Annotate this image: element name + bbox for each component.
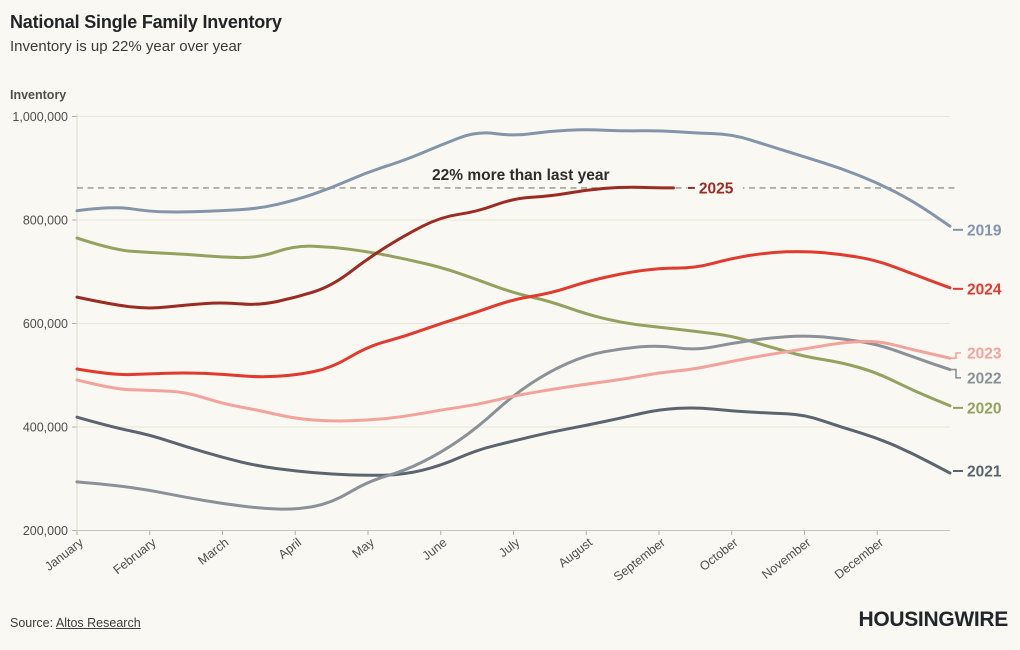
y-tick-label: 200,000 xyxy=(23,524,68,538)
y-tick-label: 1,000,000 xyxy=(12,110,68,124)
x-tick-label-june: June xyxy=(420,535,450,563)
x-tick-label-october: October xyxy=(697,535,741,573)
label-elbow-2022 xyxy=(951,368,961,379)
series-line-2022 xyxy=(75,334,952,511)
x-tick-label-december: December xyxy=(832,535,886,582)
series-line-2023 xyxy=(75,339,952,423)
page-subtitle: Inventory is up 22% year over year xyxy=(10,38,242,55)
series-line-2025 xyxy=(75,185,675,310)
series-label-2024: 2024 xyxy=(967,281,1002,298)
series-line-2021 xyxy=(75,406,952,477)
annotation-22pct: 22% more than last year xyxy=(432,167,609,184)
series-label-2022: 2022 xyxy=(967,370,1001,387)
series-label-2025: 2025 xyxy=(699,180,734,197)
x-tick-label-august: August xyxy=(556,535,596,570)
series-label-2021: 2021 xyxy=(967,463,1002,480)
x-tick-label-november: November xyxy=(759,535,813,582)
y-tick-label: 800,000 xyxy=(23,214,68,228)
x-tick-label-march: March xyxy=(195,535,231,567)
label-mask-2025 xyxy=(686,178,743,195)
x-tick-label-september: September xyxy=(611,535,668,584)
y-axis-title: Inventory xyxy=(10,88,67,102)
series-line-2024 xyxy=(75,250,952,379)
x-tick-label-february: February xyxy=(111,535,160,577)
page-title: National Single Family Inventory xyxy=(10,12,282,32)
x-tick-label-july: July xyxy=(496,535,523,560)
series-label-2023: 2023 xyxy=(967,345,1002,362)
y-tick-label: 600,000 xyxy=(23,317,68,331)
series-line-2020 xyxy=(75,236,952,408)
series-label-2020: 2020 xyxy=(967,400,1001,417)
label-elbow-2023 xyxy=(951,352,961,359)
series-label-2019: 2019 xyxy=(967,222,1002,239)
y-tick-label: 400,000 xyxy=(23,421,68,435)
x-tick-label-may: May xyxy=(350,535,378,561)
series-line-2019 xyxy=(75,128,952,228)
x-tick-label-april: April xyxy=(276,535,304,561)
source-link[interactable]: Altos Research xyxy=(55,616,141,630)
source-line: Source: Altos Research xyxy=(10,616,141,630)
brand-logo: HOUSINGWIRE xyxy=(858,608,1008,631)
x-tick-label-january: January xyxy=(42,535,86,574)
source-label: Source: xyxy=(10,616,54,630)
